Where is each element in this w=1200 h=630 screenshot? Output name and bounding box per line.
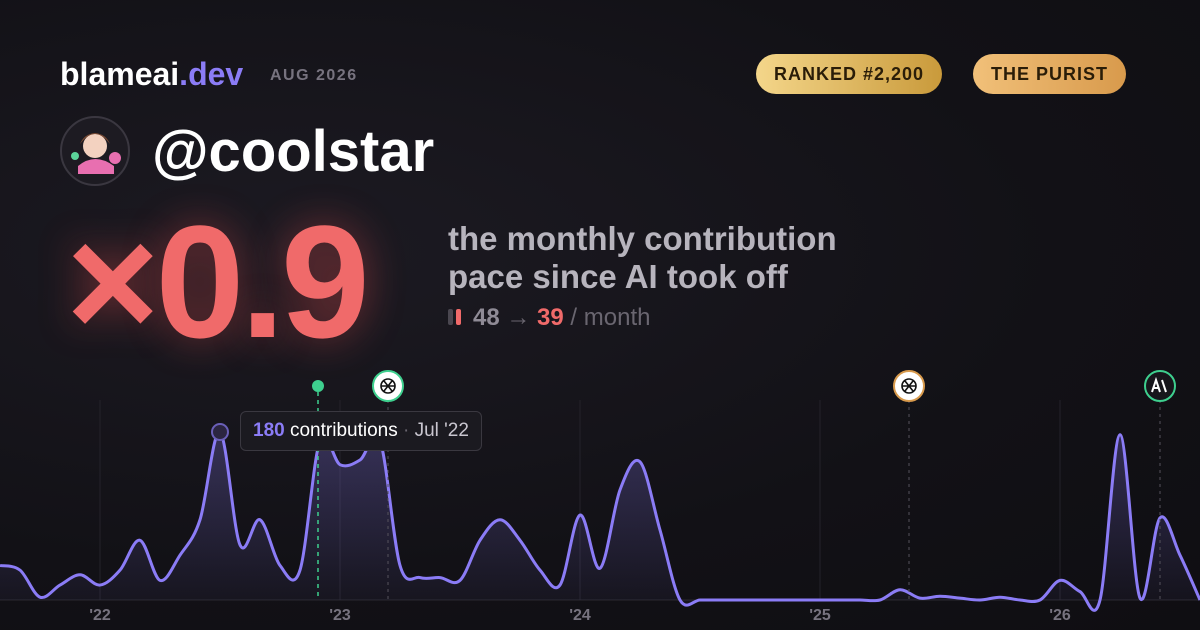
before-value: 48 xyxy=(473,304,500,331)
unit: / month xyxy=(570,304,651,331)
rank-badge: RANKED #2,200 xyxy=(756,54,943,94)
tooltip-separator: · xyxy=(403,420,410,441)
tooltip: 180 contributions · Jul '22 xyxy=(240,411,482,451)
persona-badge: THE PURIST xyxy=(973,54,1127,94)
line xyxy=(0,430,1200,612)
description: the monthly contribution pace since AI to… xyxy=(448,220,837,296)
peak-marker xyxy=(211,423,229,441)
area xyxy=(0,431,1200,611)
tooltip-date: Jul '22 xyxy=(414,420,469,441)
after-value: 39 xyxy=(537,304,564,331)
brand-tld: .dev xyxy=(179,56,244,92)
pace-stats: 48 → 39 / month xyxy=(448,304,650,332)
brand-name: blameai xyxy=(60,56,180,92)
tooltip-value: 180 xyxy=(253,420,285,441)
description-line: the monthly contribution xyxy=(448,220,837,257)
multiplier: ×0.9 xyxy=(66,192,370,371)
brand: blameai.dev xyxy=(60,56,243,93)
description-line: pace since AI took off xyxy=(448,258,788,295)
arrow: → xyxy=(506,304,531,331)
date: AUG 2026 xyxy=(270,67,358,84)
x-tick-label: '22 xyxy=(89,607,111,624)
x-tick-label: '24 xyxy=(569,607,591,624)
x-tick-label: '23 xyxy=(329,607,351,624)
event-markers xyxy=(312,370,1176,600)
avatar xyxy=(60,116,130,186)
x-tick-label: '26 xyxy=(1049,607,1071,624)
tooltip-label: contributions xyxy=(289,420,398,441)
handle: @coolstar xyxy=(152,119,435,184)
x-tick-label: '25 xyxy=(809,607,831,624)
